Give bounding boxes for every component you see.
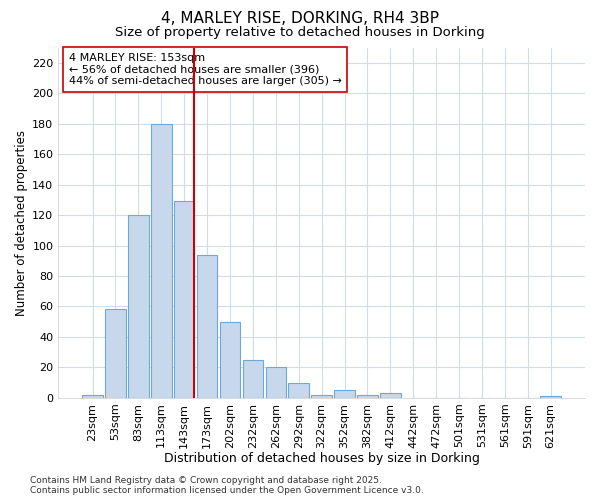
Bar [151,124,172,398]
Bar [311,395,332,398]
Text: Size of property relative to detached houses in Dorking: Size of property relative to detached ho… [115,26,485,39]
Bar [197,254,217,398]
Bar [289,382,309,398]
Bar [220,322,241,398]
X-axis label: Distribution of detached houses by size in Dorking: Distribution of detached houses by size … [164,452,479,465]
Bar [266,368,286,398]
Y-axis label: Number of detached properties: Number of detached properties [15,130,28,316]
Bar [242,360,263,398]
Bar [334,390,355,398]
Bar [357,395,378,398]
Text: 4, MARLEY RISE, DORKING, RH4 3BP: 4, MARLEY RISE, DORKING, RH4 3BP [161,11,439,26]
Bar [380,394,401,398]
Text: Contains HM Land Registry data © Crown copyright and database right 2025.
Contai: Contains HM Land Registry data © Crown c… [30,476,424,495]
Text: 4 MARLEY RISE: 153sqm
← 56% of detached houses are smaller (396)
44% of semi-det: 4 MARLEY RISE: 153sqm ← 56% of detached … [69,53,341,86]
Bar [105,310,126,398]
Bar [82,395,103,398]
Bar [128,215,149,398]
Bar [541,396,561,398]
Bar [174,202,194,398]
